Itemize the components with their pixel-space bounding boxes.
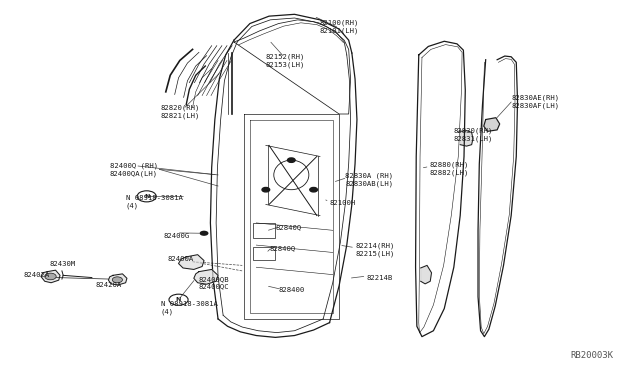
Text: 82100(RH)
82101(LH): 82100(RH) 82101(LH) <box>319 20 359 35</box>
Text: 82840Q: 82840Q <box>275 224 301 230</box>
Text: 82830A (RH)
82830AB(LH): 82830A (RH) 82830AB(LH) <box>346 172 394 187</box>
Text: N 08918-3081A
(4): N 08918-3081A (4) <box>161 301 218 315</box>
Polygon shape <box>41 270 60 283</box>
Polygon shape <box>460 131 473 146</box>
Text: 82214B: 82214B <box>367 275 393 280</box>
Polygon shape <box>420 265 431 284</box>
Text: 82400QB
82400QC: 82400QB 82400QC <box>199 276 230 289</box>
Polygon shape <box>108 274 127 285</box>
Text: 82400G: 82400G <box>164 233 190 239</box>
Circle shape <box>45 273 56 280</box>
Text: 82420A: 82420A <box>96 282 122 288</box>
Text: 82100H: 82100H <box>330 200 356 206</box>
Text: 82830(RH)
82831(LH): 82830(RH) 82831(LH) <box>454 128 493 142</box>
Text: 82214(RH)
82215(LH): 82214(RH) 82215(LH) <box>355 242 394 257</box>
Text: 828400: 828400 <box>278 287 305 293</box>
Text: 82820(RH)
82821(LH): 82820(RH) 82821(LH) <box>161 105 200 119</box>
Circle shape <box>310 187 317 192</box>
Text: 82840Q: 82840Q <box>269 245 295 251</box>
Text: 82880(RH)
82882(LH): 82880(RH) 82882(LH) <box>429 161 469 176</box>
Text: 82400A: 82400A <box>167 256 193 262</box>
Text: RB20003K: RB20003K <box>570 350 613 360</box>
Circle shape <box>287 158 295 162</box>
Text: N: N <box>176 297 181 302</box>
Text: 82830AE(RH)
82830AF(LH): 82830AE(RH) 82830AF(LH) <box>511 94 559 109</box>
Text: N 08918-3081A
(4): N 08918-3081A (4) <box>125 195 182 209</box>
Text: 82152(RH)
82153(LH): 82152(RH) 82153(LH) <box>265 53 305 68</box>
Bar <box>253 223 275 238</box>
Polygon shape <box>194 269 218 284</box>
Bar <box>253 247 275 260</box>
Text: N: N <box>144 194 149 199</box>
Circle shape <box>112 277 122 283</box>
Text: 82430M: 82430M <box>49 260 76 266</box>
Text: 82402A: 82402A <box>24 272 50 278</box>
Circle shape <box>262 187 269 192</box>
Circle shape <box>200 231 209 236</box>
Polygon shape <box>484 118 500 131</box>
Polygon shape <box>179 255 204 269</box>
Text: 82400Q (RH)
82400QA(LH): 82400Q (RH) 82400QA(LH) <box>109 162 158 177</box>
